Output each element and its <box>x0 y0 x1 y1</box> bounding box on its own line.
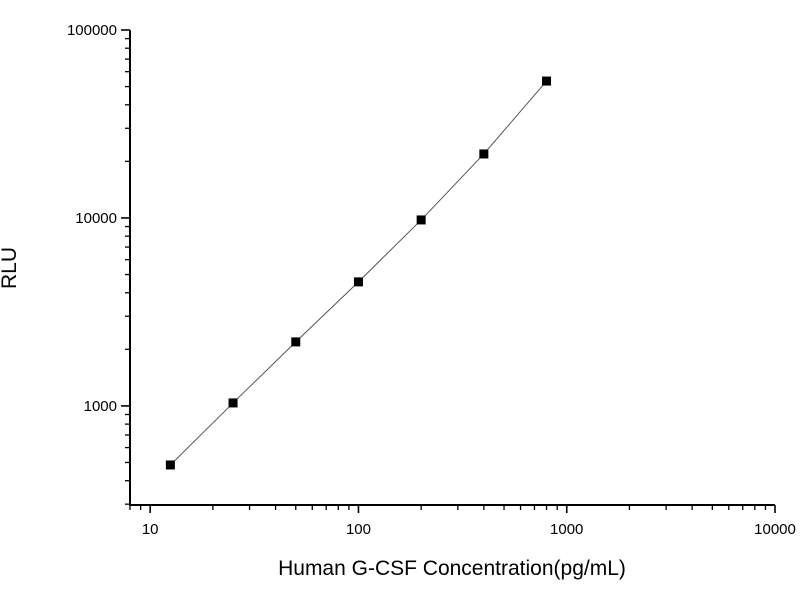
data-point <box>353 277 363 287</box>
series-line <box>170 80 547 466</box>
y-axis-label: RLU <box>0 247 21 289</box>
data-point <box>228 398 238 408</box>
x-axis-label: Human G-CSF Concentration(pg/mL) <box>278 557 626 580</box>
y-tick-label: 10000 <box>75 210 117 227</box>
x-tick-label: 100 <box>346 521 371 538</box>
x-tick-label: 1000 <box>550 521 583 538</box>
y-tick-label: 1000 <box>84 398 117 415</box>
data-point <box>479 149 489 159</box>
y-tick-label: 100000 <box>67 22 117 39</box>
axes: 10 100 1000 10000 1000 10000 100000 <box>67 22 796 538</box>
data-point <box>416 215 426 225</box>
x-tick-label: 10 <box>142 521 159 538</box>
data-point <box>291 337 301 347</box>
data-point <box>542 76 552 86</box>
data-point <box>165 460 175 470</box>
x-tick-label: 10000 <box>754 521 796 538</box>
data-marks <box>165 76 552 470</box>
